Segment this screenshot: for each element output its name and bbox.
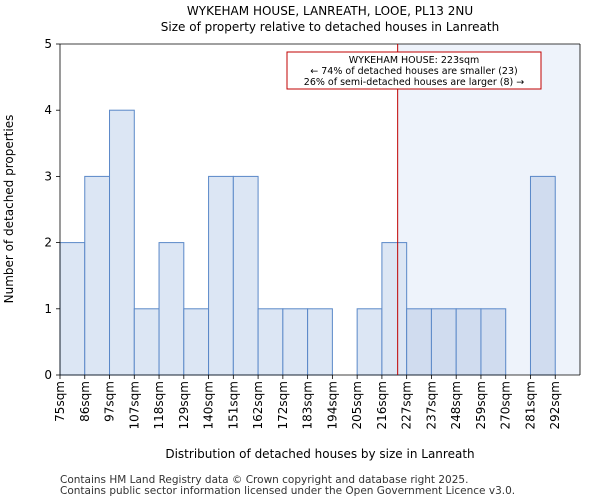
x-tick-label: 97sqm [103, 381, 117, 422]
annotation-line-1: WYKEHAM HOUSE: 223sqm [349, 55, 479, 66]
bar-162sqm [257, 308, 284, 376]
x-tick-label: 205sqm [350, 381, 364, 429]
x-tick-label: 140sqm [202, 381, 216, 429]
x-tick-label: 227sqm [400, 381, 414, 429]
x-tick-label: 75sqm [53, 381, 67, 422]
chart-title: WYKEHAM HOUSE, LANREATH, LOOE, PL13 2NU [187, 4, 473, 18]
x-tick-label: 270sqm [499, 381, 513, 429]
bar-129sqm [183, 308, 210, 376]
x-tick-label: 292sqm [548, 381, 562, 429]
bar-227sqm [406, 308, 432, 376]
bar-281sqm [529, 175, 556, 376]
y-tick-label: 1 [44, 302, 52, 316]
bar-140sqm [208, 175, 234, 376]
y-tick-label: 4 [44, 103, 52, 117]
x-tick-label: 118sqm [152, 381, 166, 429]
x-tick-label: 248sqm [449, 381, 463, 429]
x-tick-label: 86sqm [78, 381, 92, 422]
bar-205sqm [356, 308, 383, 376]
annotation-box [286, 51, 542, 90]
x-tick-label: 281sqm [523, 381, 537, 429]
annotation-line-2: ← 74% of detached houses are smaller (23… [310, 66, 517, 77]
footer-line-2: Contains public sector information licen… [60, 485, 515, 497]
y-axis-label: Number of detached properties [2, 115, 16, 304]
x-tick-label: 216sqm [375, 381, 389, 429]
bar-237sqm [430, 308, 457, 376]
x-tick-label: 183sqm [301, 381, 315, 429]
bar-97sqm [109, 109, 135, 376]
bar-183sqm [307, 308, 333, 376]
x-tick-label: 259sqm [474, 381, 488, 429]
x-axis-label: Distribution of detached houses by size … [165, 447, 474, 461]
bar-172sqm [282, 308, 309, 376]
bar-216sqm [381, 242, 408, 376]
x-tick-label: 237sqm [424, 381, 438, 429]
x-tick-label: 129sqm [177, 381, 191, 429]
y-tick-label: 0 [44, 368, 52, 382]
x-tick-label: 151sqm [226, 381, 240, 429]
bar-259sqm [480, 308, 507, 376]
bar-248sqm [455, 308, 482, 376]
bar-151sqm [232, 175, 259, 376]
bar-86sqm [84, 175, 111, 376]
y-tick-label: 3 [44, 169, 52, 183]
x-tick-label: 162sqm [251, 381, 265, 429]
bar-75sqm [59, 242, 86, 376]
footer-line-1: Contains HM Land Registry data © Crown c… [60, 474, 468, 486]
x-tick-label: 172sqm [276, 381, 290, 429]
plot-area: 0 1 2 3 4 5 75sqm 86sqm 97sqm 107sqm 118sqm 129sqm 1… [44, 37, 581, 429]
x-tick-label: 107sqm [127, 381, 141, 429]
y-tick-label: 2 [44, 236, 52, 250]
bar-107sqm [133, 308, 160, 376]
annotation-line-3: 26% of semi-detached houses are larger (… [304, 77, 524, 88]
x-tick-label: 194sqm [325, 381, 339, 429]
chart-subtitle: Size of property relative to detached ho… [161, 20, 499, 34]
y-tick-label: 5 [44, 37, 52, 51]
bar-118sqm [158, 242, 185, 376]
